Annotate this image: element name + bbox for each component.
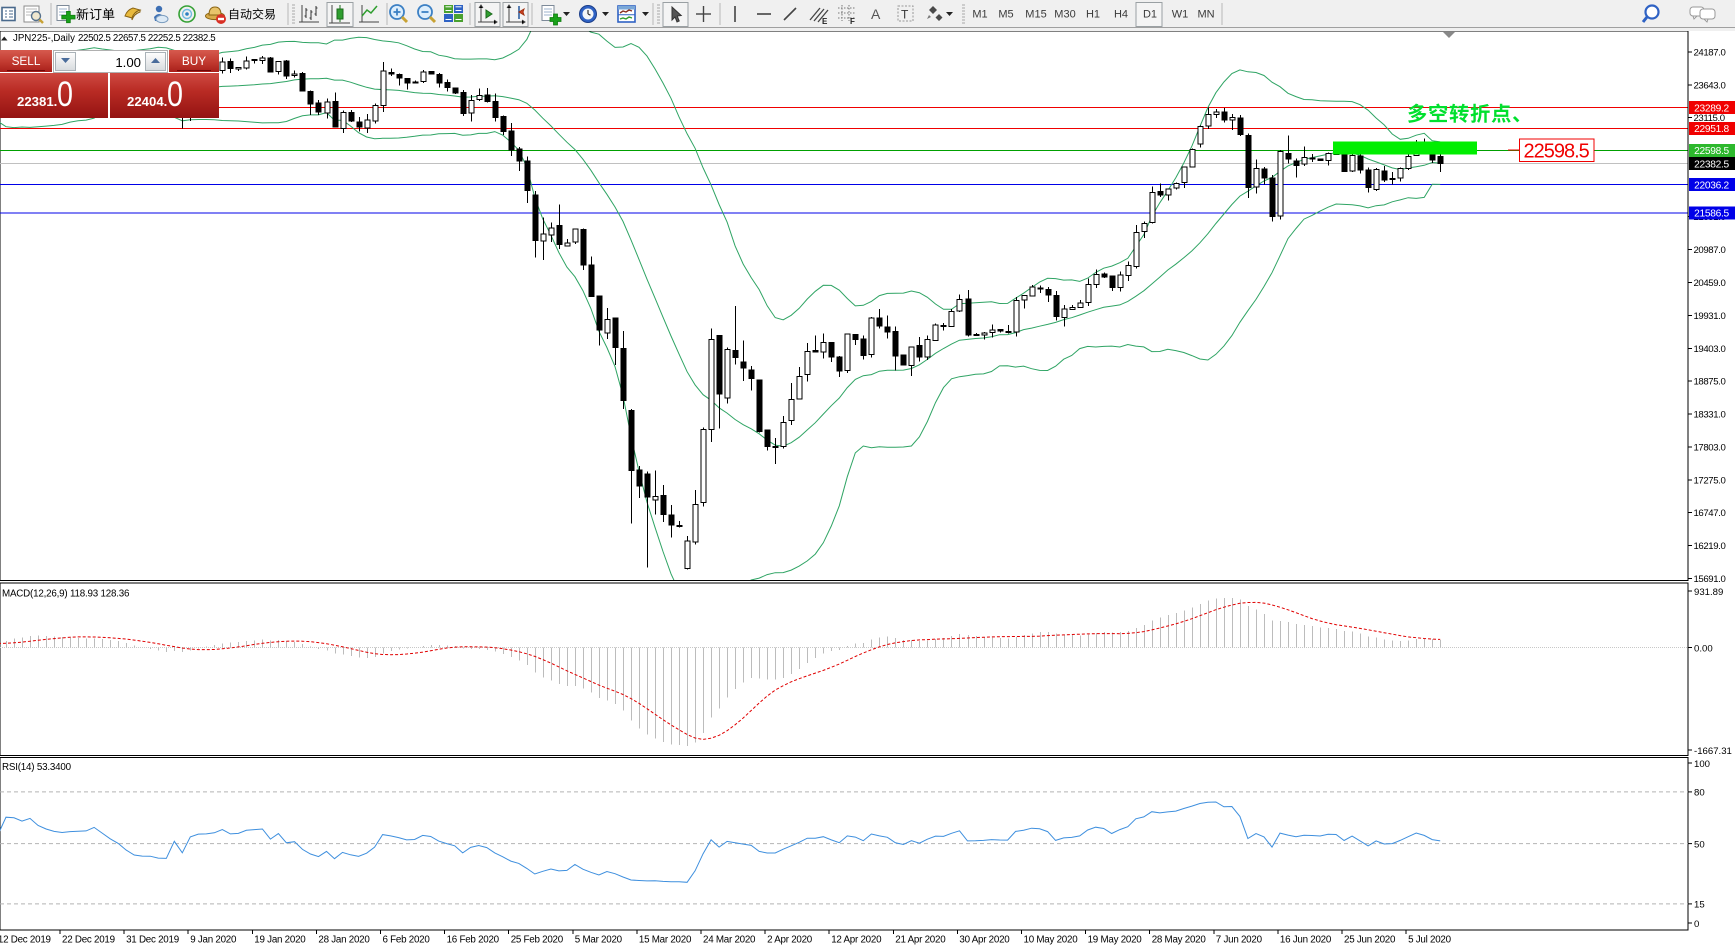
svg-text:19403.0: 19403.0 — [1694, 344, 1726, 355]
svg-text:5 Jul 2020: 5 Jul 2020 — [1408, 935, 1452, 946]
svg-text:M5: M5 — [998, 9, 1013, 21]
svg-text:80: 80 — [1694, 788, 1705, 799]
svg-text:24187.0: 24187.0 — [1694, 47, 1726, 58]
svg-text:16747.0: 16747.0 — [1694, 508, 1726, 519]
svg-text:23115.0: 23115.0 — [1694, 113, 1725, 124]
svg-text:21586.5: 21586.5 — [1694, 209, 1729, 220]
svg-text:T: T — [901, 8, 909, 22]
svg-text:28 May 2020: 28 May 2020 — [1152, 935, 1207, 946]
svg-text:23289.2: 23289.2 — [1694, 103, 1729, 114]
svg-text:23643.0: 23643.0 — [1694, 80, 1726, 91]
svg-text:17275.0: 17275.0 — [1694, 475, 1726, 486]
svg-text:0.00: 0.00 — [1694, 643, 1713, 654]
svg-text:24 Mar 2020: 24 Mar 2020 — [703, 935, 756, 946]
svg-text:JPN225-,Daily: JPN225-,Daily — [13, 33, 75, 44]
svg-text:-1667.31: -1667.31 — [1694, 746, 1732, 757]
svg-text:16 Feb 2020: 16 Feb 2020 — [447, 935, 500, 946]
svg-text:12 Dec 2019: 12 Dec 2019 — [0, 935, 51, 946]
svg-text:19 Jan 2020: 19 Jan 2020 — [254, 935, 306, 946]
svg-text:7 Jun 2020: 7 Jun 2020 — [1216, 935, 1263, 946]
svg-text:25 Feb 2020: 25 Feb 2020 — [511, 935, 564, 946]
svg-text:RSI(14) 53.3400: RSI(14) 53.3400 — [2, 762, 72, 773]
svg-text:H1: H1 — [1086, 9, 1100, 21]
svg-text:22036.2: 22036.2 — [1694, 181, 1729, 192]
svg-text:22 Dec 2019: 22 Dec 2019 — [62, 935, 115, 946]
svg-text:100: 100 — [1694, 759, 1710, 770]
svg-text:D1: D1 — [1143, 9, 1157, 21]
svg-text:19931.0: 19931.0 — [1694, 311, 1726, 322]
svg-text:15: 15 — [1694, 900, 1705, 911]
svg-text:12 Apr 2020: 12 Apr 2020 — [831, 935, 882, 946]
svg-text:21 Apr 2020: 21 Apr 2020 — [895, 935, 946, 946]
svg-text:22598.5: 22598.5 — [1694, 146, 1729, 157]
svg-text:31 Dec 2019: 31 Dec 2019 — [126, 935, 179, 946]
svg-text:16 Jun 2020: 16 Jun 2020 — [1280, 935, 1332, 946]
svg-text:15 Mar 2020: 15 Mar 2020 — [639, 935, 692, 946]
svg-text:22598.5: 22598.5 — [1524, 141, 1590, 163]
svg-text:MACD(12,26,9) 118.93 128.36: MACD(12,26,9) 118.93 128.36 — [2, 589, 130, 600]
svg-text:M30: M30 — [1054, 9, 1075, 21]
svg-text:M15: M15 — [1025, 9, 1046, 21]
svg-text:F: F — [850, 17, 855, 26]
svg-text:M1: M1 — [972, 9, 987, 21]
svg-text:19 May 2020: 19 May 2020 — [1088, 935, 1143, 946]
svg-text:50: 50 — [1694, 839, 1705, 850]
svg-text:6 Feb 2020: 6 Feb 2020 — [383, 935, 431, 946]
svg-text:17803.0: 17803.0 — [1694, 443, 1726, 454]
svg-text:H4: H4 — [1114, 9, 1128, 21]
svg-text:22502.5 22657.5 22252.5 22382.: 22502.5 22657.5 22252.5 22382.5 — [78, 33, 215, 44]
svg-text:9 Jan 2020: 9 Jan 2020 — [190, 935, 237, 946]
svg-text:931.89: 931.89 — [1694, 587, 1723, 598]
svg-text:18331.0: 18331.0 — [1694, 410, 1726, 421]
svg-text:10 May 2020: 10 May 2020 — [1024, 935, 1079, 946]
svg-text:MN: MN — [1197, 9, 1214, 21]
svg-text:18875.0: 18875.0 — [1694, 377, 1726, 388]
svg-text:20987.0: 20987.0 — [1694, 245, 1726, 256]
svg-text:A: A — [871, 6, 881, 22]
svg-text:15691.0: 15691.0 — [1694, 574, 1726, 585]
svg-text:22382.5: 22382.5 — [1694, 160, 1729, 171]
svg-text:W1: W1 — [1172, 9, 1189, 21]
svg-text:20459.0: 20459.0 — [1694, 278, 1726, 289]
svg-text:22951.8: 22951.8 — [1694, 124, 1729, 135]
svg-text:0: 0 — [1694, 919, 1699, 930]
svg-text:16219.0: 16219.0 — [1694, 541, 1726, 552]
svg-text:28 Jan 2020: 28 Jan 2020 — [318, 935, 370, 946]
svg-text:2 Apr 2020: 2 Apr 2020 — [767, 935, 813, 946]
svg-text:5 Mar 2020: 5 Mar 2020 — [575, 935, 623, 946]
svg-text:25 Jun 2020: 25 Jun 2020 — [1344, 935, 1396, 946]
svg-text:30 Apr 2020: 30 Apr 2020 — [959, 935, 1010, 946]
svg-text:E: E — [822, 17, 828, 26]
